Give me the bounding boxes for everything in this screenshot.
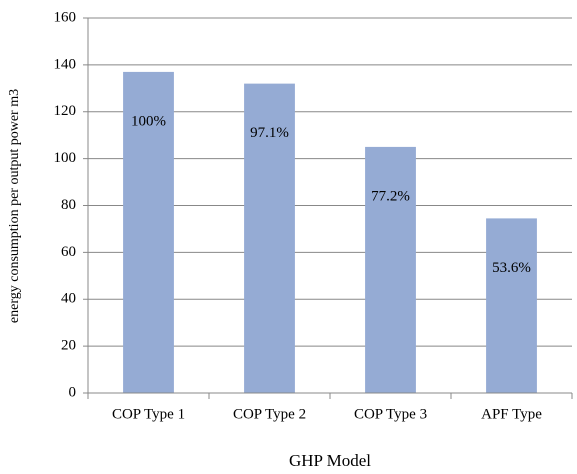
y-tick-label: 100 xyxy=(54,150,77,166)
bar xyxy=(244,83,295,393)
y-tick-label: 0 xyxy=(69,384,77,400)
x-tick-label: COP Type 2 xyxy=(233,406,306,422)
y-axis-title: energy consumption per output power m3 xyxy=(7,89,22,323)
bar xyxy=(123,71,174,393)
y-tick-label: 60 xyxy=(61,244,76,260)
y-tick-label: 20 xyxy=(61,338,76,354)
y-tick-label: 40 xyxy=(61,291,76,307)
bar-annotation: 97.1% xyxy=(250,125,289,141)
bar-annotation: 100% xyxy=(131,113,166,129)
bar-annotation: 53.6% xyxy=(492,260,531,276)
y-tick-label: 160 xyxy=(54,9,77,25)
y-tick-label: 80 xyxy=(61,197,76,213)
bar-annotation: 77.2% xyxy=(371,188,410,204)
bar xyxy=(486,218,537,393)
bar xyxy=(365,146,416,393)
y-tick-label: 120 xyxy=(54,103,77,119)
x-tick-label: COP Type 1 xyxy=(112,406,185,422)
y-tick-label: 140 xyxy=(54,56,77,72)
x-tick-label: COP Type 3 xyxy=(354,406,427,422)
x-tick-label: APF Type xyxy=(481,406,542,422)
x-axis-title: GHP Model xyxy=(289,451,371,470)
